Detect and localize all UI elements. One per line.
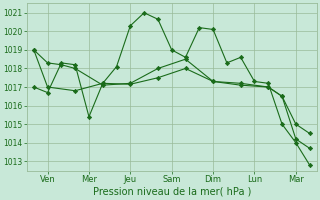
X-axis label: Pression niveau de la mer( hPa ): Pression niveau de la mer( hPa ) bbox=[92, 187, 251, 197]
